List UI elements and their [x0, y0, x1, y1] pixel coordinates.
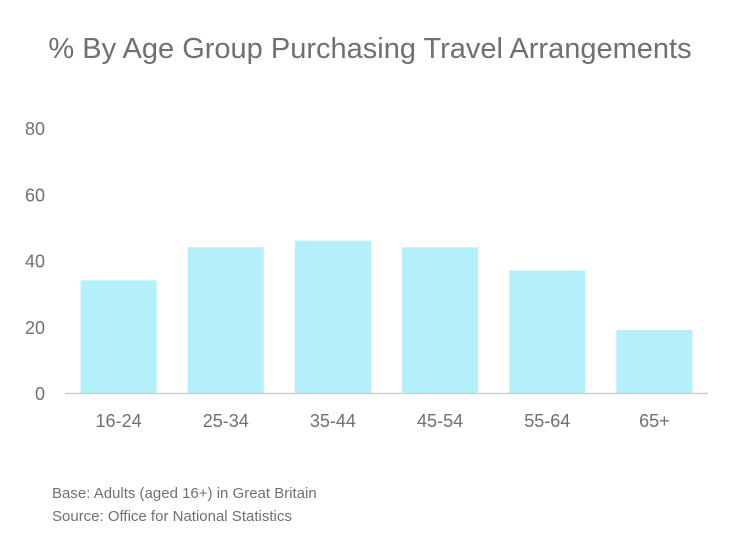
bar-16-24: [80, 280, 157, 393]
bar-55-64: [509, 270, 586, 393]
chart-notes: Base: Adults (aged 16+) in Great Britain…: [52, 482, 317, 528]
x-tick-label: 35-44: [310, 411, 356, 431]
y-axis-ticks: 0 20 40 60 80: [25, 119, 45, 404]
base-note: Base: Adults (aged 16+) in Great Britain: [52, 485, 317, 502]
y-tick-label: 40: [25, 252, 45, 272]
bar-25-34: [187, 247, 264, 393]
x-tick-label: 16-24: [96, 411, 142, 431]
bars: [80, 240, 693, 393]
chart-title: % By Age Group Purchasing Travel Arrange…: [48, 33, 692, 65]
y-tick-label: 20: [25, 318, 45, 338]
y-tick-label: 60: [25, 185, 45, 205]
bar-35-44: [294, 240, 371, 393]
source-note: Source: Office for National Statistics: [52, 508, 292, 525]
y-tick-label: 80: [25, 119, 45, 139]
x-tick-label: 25-34: [203, 411, 249, 431]
x-tick-label: 65+: [639, 411, 670, 431]
y-tick-label: 0: [35, 384, 45, 404]
x-tick-label: 45-54: [417, 411, 463, 431]
x-axis-ticks: 16-24 25-34 35-44 45-54 55-64 65+: [96, 411, 670, 431]
bar-45-54: [402, 247, 479, 393]
bar-65+: [616, 330, 693, 393]
x-tick-label: 55-64: [524, 411, 570, 431]
